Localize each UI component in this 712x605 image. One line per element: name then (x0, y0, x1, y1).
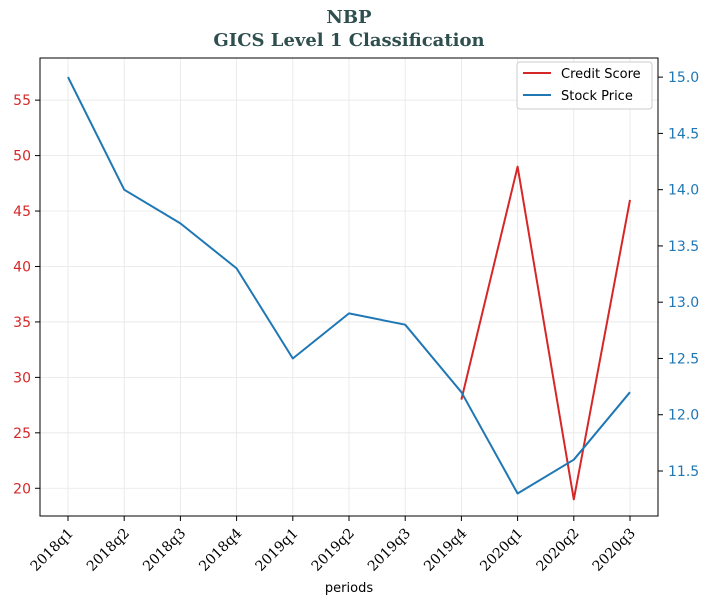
x-tick-label: 2018q1 (28, 526, 77, 575)
right-tick-label: 15.0 (668, 70, 699, 86)
left-tick-label: 50 (13, 149, 31, 165)
x-tick-label: 2020q2 (533, 526, 582, 575)
right-tick-label: 12.0 (668, 408, 699, 424)
x-tick-label: 2019q4 (421, 525, 470, 574)
right-tick-label: 14.5 (668, 126, 699, 142)
series-layer (67, 76, 631, 501)
chart-subtitle: GICS Level 1 Classification (213, 30, 484, 51)
right-tick-label: 12.5 (668, 351, 699, 367)
left-tick-label: 30 (13, 370, 31, 386)
left-axis: 20 25 30 35 40 45 50 55 (13, 93, 40, 497)
x-tick-label: 2020q1 (477, 526, 526, 575)
x-axis: 2018q1 2018q2 2018q3 2018q4 2019q1 2019q2 2019… (28, 516, 639, 575)
x-tick-label: 2019q2 (309, 526, 358, 575)
left-tick-label: 55 (13, 93, 31, 109)
series-line-credit-score (460, 165, 631, 501)
x-tick-label: 2019q1 (252, 526, 301, 575)
left-tick-label: 20 (13, 481, 31, 497)
right-axis: 11.5 12.0 12.5 13.0 13.5 14.0 14.5 15.0 (658, 70, 699, 480)
left-tick-label: 40 (13, 259, 31, 275)
x-tick-label: 2020q3 (590, 526, 639, 575)
right-tick-label: 13.5 (668, 239, 699, 255)
x-axis-label: periods (325, 581, 373, 596)
right-tick-label: 14.0 (668, 183, 699, 199)
x-tick-label: 2018q3 (140, 526, 189, 575)
left-tick-label: 45 (13, 204, 31, 220)
right-tick-label: 13.0 (668, 295, 699, 311)
chart-title: NBP (326, 7, 372, 28)
left-tick-label: 35 (13, 315, 31, 331)
legend: Credit Score Stock Price (516, 61, 653, 110)
legend-label-stock-price: Stock Price (561, 89, 633, 104)
x-tick-label: 2019q3 (365, 526, 414, 575)
right-tick-label: 11.5 (668, 464, 699, 480)
x-tick-label: 2018q2 (84, 526, 133, 575)
left-tick-label: 25 (13, 426, 31, 442)
legend-label-credit-score: Credit Score (561, 67, 641, 82)
grid (40, 58, 658, 516)
x-tick-label: 2018q4 (196, 525, 245, 574)
series-line-stock-price (67, 76, 631, 495)
